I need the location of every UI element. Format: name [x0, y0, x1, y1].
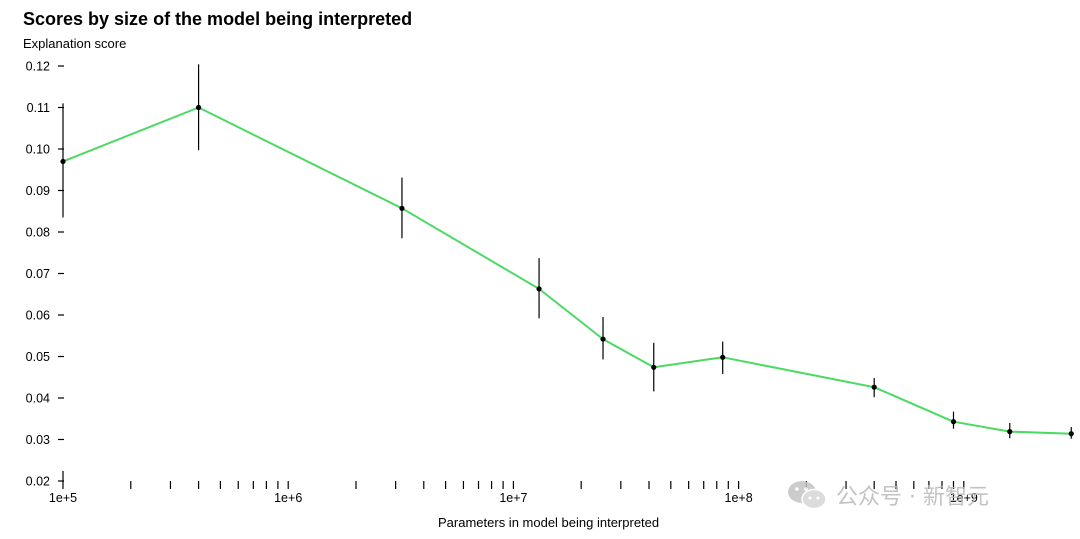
y-tick-label: 0.03 [26, 433, 50, 447]
y-tick-label: 0.06 [26, 309, 50, 323]
x-axis: 1e+5 1e+6 1e+7 1e+8 1e+9 [49, 481, 978, 505]
x-tick-label: 1e+9 [950, 491, 978, 505]
watermark: 公众号 · 新智元 [786, 478, 989, 512]
data-point [720, 354, 726, 360]
y-axis: 0.12 0.11 0.10 0.09 0.08 0.07 0.06 0.05 0.04 0.03… [26, 60, 64, 489]
y-tick-label: 0.02 [26, 475, 50, 489]
data-point [399, 205, 405, 211]
y-tick-label: 0.09 [26, 184, 50, 198]
data-point [950, 419, 957, 425]
x-tick-label: 1e+8 [725, 491, 753, 505]
chart-title: Scores by size of the model being interp… [23, 9, 413, 29]
data-point [871, 384, 877, 390]
data-point [600, 336, 606, 342]
x-axis-label: Parameters in model being interpreted [438, 515, 660, 530]
x-tick-label: 1e+6 [274, 491, 302, 505]
wechat-icon [788, 481, 827, 510]
data-point [1068, 431, 1074, 437]
error-bars-group [62, 64, 1072, 439]
y-tick-label: 0.12 [26, 60, 50, 74]
y-tick-label: 0.08 [26, 226, 50, 240]
data-point [651, 364, 657, 370]
series-line [62, 106, 1072, 435]
data-point [536, 286, 542, 292]
data-point [195, 104, 202, 111]
markers-group [60, 104, 1074, 437]
watermark-text: 公众号 · 新智元 [836, 485, 989, 510]
data-point [60, 158, 66, 165]
y-tick-label: 0.10 [26, 143, 50, 157]
x-tick-label: 1e+7 [499, 491, 527, 505]
y-tick-label: 0.07 [26, 267, 50, 281]
data-point [1007, 429, 1013, 435]
series-line-group [62, 106, 1072, 435]
y-tick-label: 0.04 [26, 392, 50, 406]
y-tick-label: 0.11 [27, 101, 50, 115]
y-tick-label: 0.05 [26, 350, 50, 364]
y-axis-label: Explanation score [23, 36, 127, 51]
x-tick-label: 1e+5 [49, 491, 77, 505]
